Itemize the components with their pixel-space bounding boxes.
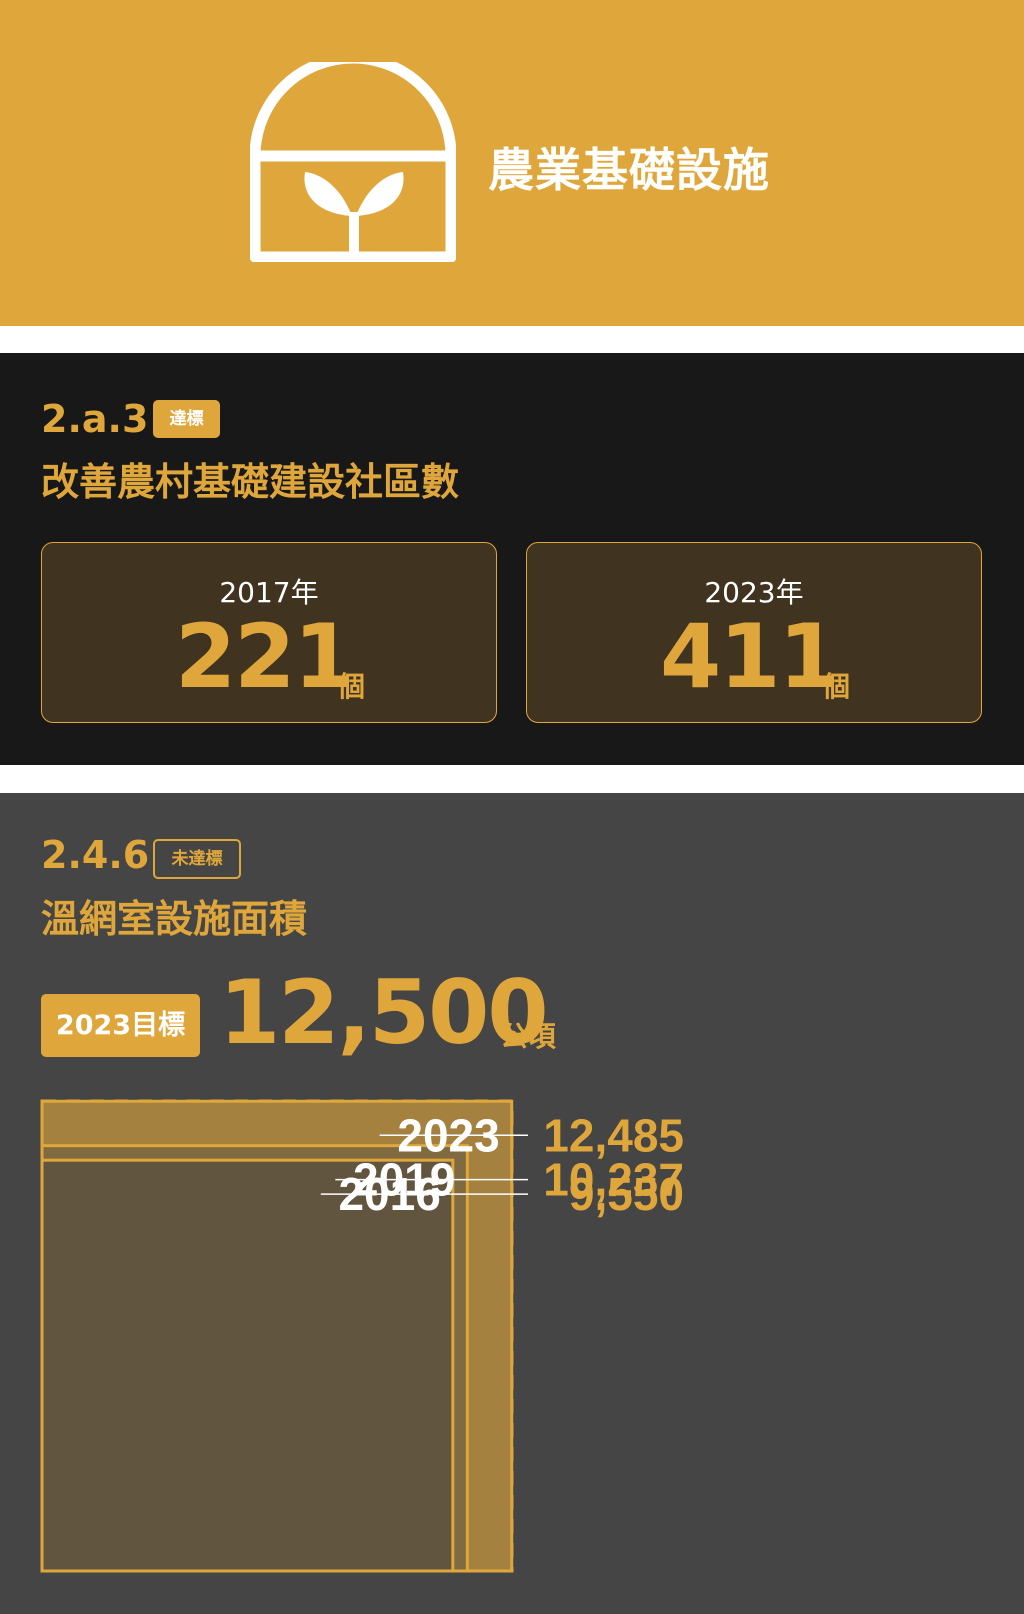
target-badge: 2023目標 — [41, 994, 200, 1057]
indicator-2a3-section: 2.a.3 達標 改善農村基礎建設社區數 2017年 221 個 2023年 4… — [0, 353, 1024, 765]
status-badge: 達標 — [153, 400, 220, 438]
header-banner: 農業基礎設施 — [0, 0, 1024, 326]
stat-unit: 個 — [337, 670, 366, 703]
stat-year: 2017年 — [219, 576, 319, 609]
status-badge: 未達標 — [153, 839, 241, 879]
stat-card-2017: 2017年 221 個 — [41, 542, 497, 723]
indicator-246-section: 2.4.6 未達標 溫網室設施面積 2023目標 12,500 公頃 2023 1… — [0, 793, 1024, 1614]
indicator-title: 溫網室設施面積 — [41, 897, 308, 941]
indicator-title: 改善農村基礎建設社區數 — [41, 460, 460, 504]
stat-value: 411 — [660, 605, 840, 708]
stat-value: 221 — [175, 605, 355, 708]
value-label-2016: 9,550 — [569, 1168, 684, 1220]
value-label-2023: 12,485 — [543, 1109, 684, 1161]
target-unit: 公頃 — [500, 1020, 557, 1053]
indicator-code: 2.4.6 — [41, 833, 150, 877]
area-square-2016 — [40, 1158, 455, 1573]
stat-unit: 個 — [822, 670, 851, 703]
greenhouse-sprout-icon — [250, 62, 456, 262]
indicator-code: 2.a.3 — [41, 397, 149, 441]
stat-card-2023: 2023年 411 個 — [526, 542, 982, 723]
stat-year: 2023年 — [704, 576, 804, 609]
value-label-2019: 10,237 — [543, 1154, 684, 1206]
page-title: 農業基礎設施 — [488, 143, 770, 197]
target-value: 12,500 — [219, 961, 549, 1064]
